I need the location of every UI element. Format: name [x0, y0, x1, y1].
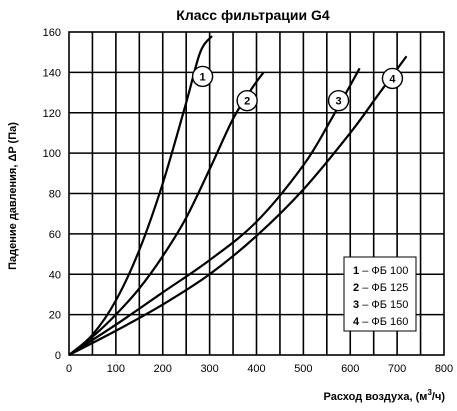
- legend-box: [343, 256, 417, 332]
- series-marker-circle: [327, 89, 350, 112]
- series-markers: 1 2 3 4: [191, 65, 404, 112]
- y-tick-label: 160: [43, 27, 61, 39]
- plot-frame: [68, 31, 445, 356]
- series-marker-circle: [381, 67, 404, 90]
- series-line-2: [68, 71, 265, 356]
- series-marker-label: 3: [335, 96, 341, 108]
- legend: 1 – ФБ 100 2 – ФБ 125 3 – ФБ 150 4 – ФБ 160: [343, 256, 417, 332]
- series-marker-label: 1: [200, 71, 206, 83]
- axes: [68, 31, 445, 356]
- y-tick-label: 60: [49, 229, 61, 241]
- x-tick-label: 800: [435, 363, 453, 375]
- y-tick-label: 80: [49, 189, 61, 201]
- x-tick-label: 500: [294, 363, 312, 375]
- legend-entry: 3 – ФБ 150: [353, 299, 408, 311]
- series-line-1: [68, 35, 213, 356]
- x-tick-label: 300: [200, 363, 218, 375]
- y-tick-label: 140: [43, 67, 61, 79]
- series-marker-circle: [236, 89, 258, 112]
- series-marker-4: 4: [381, 67, 404, 90]
- y-tick-label: 20: [49, 310, 61, 322]
- series-marker-label: 2: [244, 96, 250, 108]
- y-axis-label: Падение давления, ΔP (Па): [7, 122, 19, 270]
- series-line-3: [68, 67, 361, 356]
- x-tick-label: 0: [66, 363, 72, 375]
- y-tick-labels: 0 20 40 60 80 100 120 140 160: [43, 27, 61, 362]
- series-marker-1: 1: [191, 65, 214, 88]
- x-tick-label: 700: [388, 363, 406, 375]
- legend-entry: 2 – ФБ 125: [353, 282, 408, 294]
- chart-title: Класс фильтрации G4: [176, 7, 330, 23]
- x-axis-label: Расход воздуха, (м3/ч): [324, 388, 446, 403]
- x-axis-label-sup: 3: [427, 388, 432, 397]
- y-tick-label: 120: [43, 108, 61, 120]
- x-tick-labels: 0 100 200 300 400 500 600 700 800: [66, 363, 453, 375]
- legend-entry: 1 – ФБ 100: [353, 265, 408, 277]
- legend-entry: 4 – ФБ 160: [353, 316, 408, 328]
- y-tick-label: 100: [43, 148, 61, 160]
- x-axis-label-main: Расход воздуха, (м: [324, 391, 428, 403]
- series-marker-3: 3: [327, 89, 350, 112]
- series-marker-label: 4: [389, 73, 396, 85]
- y-tick-label: 0: [55, 350, 61, 362]
- series-line-4: [68, 55, 408, 356]
- series-marker-2: 2: [236, 89, 258, 112]
- x-tick-label: 600: [341, 363, 359, 375]
- x-tick-label: 100: [107, 363, 125, 375]
- x-tick-label: 200: [154, 363, 172, 375]
- x-axis-label-end: /ч): [432, 391, 445, 403]
- series-marker-circle: [191, 65, 214, 88]
- y-tick-label: 40: [49, 269, 61, 281]
- x-tick-label: 400: [247, 363, 265, 375]
